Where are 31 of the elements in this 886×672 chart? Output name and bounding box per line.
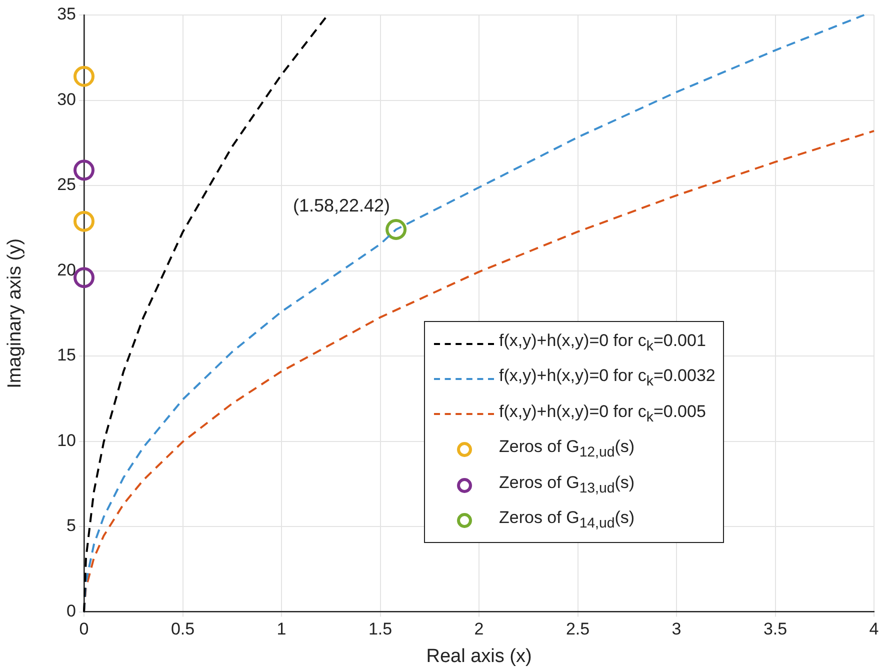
y-tick-label: 25 bbox=[57, 175, 76, 194]
x-tick-label: 3 bbox=[672, 620, 682, 639]
legend-label: f(x,y)+h(x,y)=0 for c$_{k}$=0.005 bbox=[499, 400, 706, 428]
x-tick-label: 1.5 bbox=[368, 620, 392, 639]
legend-label: f(x,y)+h(x,y)=0 for c$_{k}$=0.0032 bbox=[499, 365, 716, 392]
x-tick-label: 1 bbox=[276, 620, 286, 639]
x-tick-label: 2 bbox=[474, 620, 484, 639]
x-tick-label: 2.5 bbox=[566, 620, 590, 639]
point bbox=[74, 160, 94, 181]
y-tick-label: 30 bbox=[57, 90, 76, 109]
point bbox=[74, 267, 94, 288]
y-tick-label: 35 bbox=[57, 4, 76, 24]
legend-label: f(x,y)+h(x,y)=0 for c$_{k}$=0.001 bbox=[499, 330, 706, 356]
point bbox=[74, 66, 94, 87]
y-tick-label: 20 bbox=[57, 260, 76, 280]
legend-label: Zeros of G$_{12,ud}$(s) bbox=[499, 436, 635, 463]
annotation: (1.58,22.42) bbox=[292, 195, 390, 216]
x-tick-label: 3.5 bbox=[763, 620, 788, 639]
y-axis-title: Imaginary axis (y) bbox=[4, 238, 26, 388]
legend-label: Zeros of G$_{14,ud}$(s) bbox=[499, 506, 635, 534]
y-tick-label: 10 bbox=[57, 430, 76, 450]
x-tick-label: 0 bbox=[79, 620, 89, 639]
x-tick-label: 4 bbox=[869, 620, 879, 639]
x-axis-title: Real axis (x) bbox=[426, 646, 532, 667]
y-tick-label: 0 bbox=[66, 601, 76, 620]
y-tick-label: 5 bbox=[66, 516, 76, 536]
legend-label: Zeros of G$_{13,ud}$(s) bbox=[499, 472, 635, 498]
point bbox=[74, 210, 94, 232]
y-tick-label: 15 bbox=[57, 346, 76, 365]
point bbox=[386, 219, 407, 240]
x-tick-label: 0.5 bbox=[170, 620, 195, 639]
